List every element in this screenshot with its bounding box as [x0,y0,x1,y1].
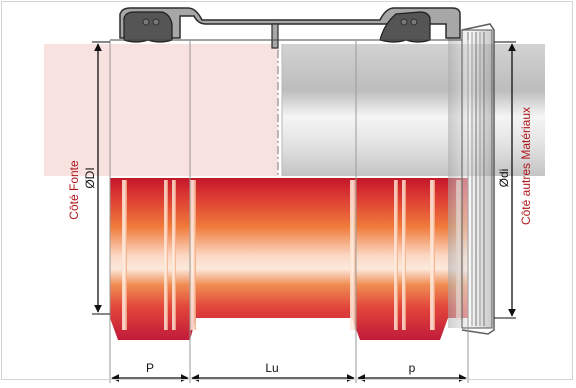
label-di-left: ØDI [83,167,97,188]
label-p-left: P [146,361,154,375]
cast-iron-side-zone [44,44,278,176]
label-cast-iron-side: Côté Fonte [67,160,81,220]
left-gasket [124,12,172,42]
other-material-pipe [282,44,545,176]
label-other-materials-side: Côté autres Matériaux [519,107,533,225]
center-stop [272,24,278,48]
cast-iron-pipe-body [110,178,468,340]
label-lu: Lu [265,361,278,375]
coupling-sleeve [120,8,460,48]
label-di-right: Ødi [497,169,511,188]
other-material-pipe-end [448,24,494,334]
label-p-right: p [409,361,416,375]
